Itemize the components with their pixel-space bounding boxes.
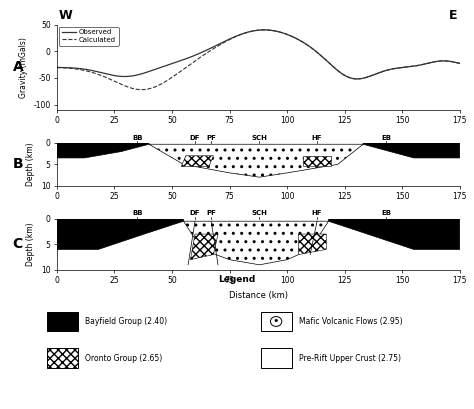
Observed: [402, 65, 408, 70]
Calculated: [300, 39, 305, 44]
Polygon shape: [363, 143, 460, 158]
Legend: Observed, Calculated: Observed, Calculated: [59, 27, 119, 45]
Text: Mafic Volcanic Flows (2.95): Mafic Volcanic Flows (2.95): [299, 317, 402, 326]
Y-axis label: Gravity (mGals): Gravity (mGals): [19, 37, 28, 98]
Polygon shape: [183, 221, 328, 265]
Polygon shape: [149, 144, 363, 177]
Observed: [299, 39, 305, 44]
Polygon shape: [181, 156, 213, 166]
Text: DF: DF: [190, 135, 201, 141]
Polygon shape: [57, 143, 149, 158]
Polygon shape: [328, 219, 460, 249]
Text: B: B: [12, 157, 23, 171]
Text: Oronto Group (2.65): Oronto Group (2.65): [85, 354, 163, 363]
Text: BB: BB: [132, 135, 143, 141]
Calculated: [457, 61, 463, 66]
Text: EB: EB: [381, 135, 391, 141]
Text: E: E: [449, 9, 458, 22]
X-axis label: Distance (km): Distance (km): [229, 291, 288, 300]
Text: HF: HF: [312, 210, 322, 216]
Y-axis label: Depth (km): Depth (km): [27, 142, 36, 186]
Text: SCH: SCH: [252, 135, 267, 141]
Line: Observed: Observed: [57, 30, 460, 79]
Text: HF: HF: [312, 135, 322, 141]
Text: DF: DF: [190, 210, 201, 216]
Observed: [79, 66, 84, 71]
Line: Calculated: Calculated: [57, 30, 460, 90]
Calculated: [361, 76, 366, 81]
Text: Pre-Rift Upper Crust (2.75): Pre-Rift Upper Crust (2.75): [299, 354, 401, 363]
Text: PF: PF: [206, 210, 216, 216]
Calculated: [289, 34, 295, 39]
Calculated: [312, 48, 318, 53]
Text: •: •: [273, 317, 279, 326]
Y-axis label: Depth (km): Depth (km): [27, 222, 36, 266]
Text: A: A: [12, 60, 23, 74]
Observed: [354, 76, 360, 81]
Text: Legend: Legend: [219, 275, 255, 284]
Calculated: [261, 27, 267, 32]
Polygon shape: [303, 156, 331, 166]
Calculated: [402, 65, 408, 70]
Calculated: [54, 65, 60, 70]
Text: Bayfield Group (2.40): Bayfield Group (2.40): [85, 317, 167, 326]
Calculated: [79, 67, 84, 72]
Polygon shape: [299, 234, 326, 254]
Text: EB: EB: [381, 210, 391, 216]
Observed: [261, 27, 267, 32]
Text: W: W: [59, 9, 73, 22]
Polygon shape: [191, 234, 218, 260]
Calculated: [139, 87, 145, 92]
Text: BB: BB: [132, 210, 143, 216]
Observed: [457, 61, 463, 66]
Observed: [289, 34, 294, 38]
Text: C: C: [12, 237, 23, 251]
Text: SCH: SCH: [252, 210, 267, 216]
Observed: [311, 47, 317, 52]
Observed: [54, 65, 60, 70]
Observed: [361, 76, 366, 81]
Text: PF: PF: [206, 135, 216, 141]
Polygon shape: [57, 219, 183, 249]
